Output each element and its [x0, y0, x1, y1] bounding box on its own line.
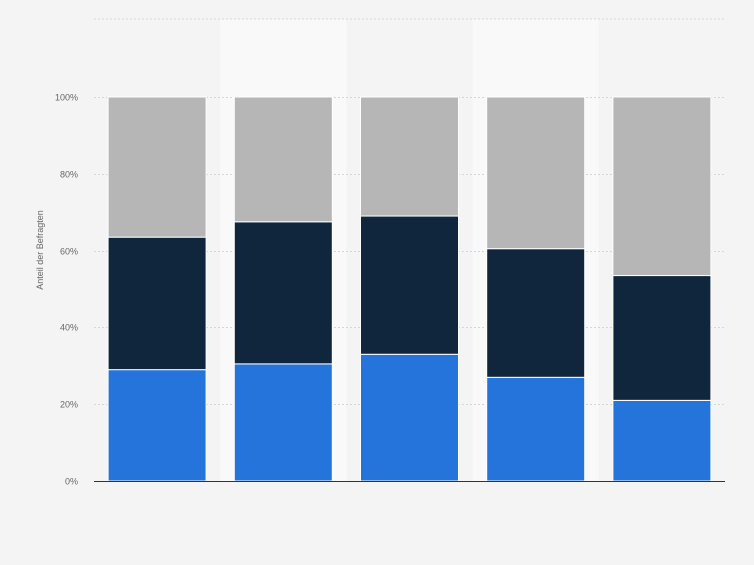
y-tick-label: 0% — [65, 477, 78, 487]
bar-segment — [486, 96, 586, 250]
y-tick-label: 40% — [60, 323, 78, 333]
bar-segment — [360, 353, 459, 482]
y-tick-label: 100% — [55, 93, 78, 103]
bar-segment — [360, 215, 459, 355]
bar-segment — [360, 96, 459, 217]
bar-segment — [486, 376, 586, 482]
bar-segment — [612, 275, 712, 401]
bar-segment — [486, 248, 586, 378]
y-tick-label: 60% — [60, 247, 78, 257]
y-tick-label: 80% — [60, 170, 78, 180]
bar-segment — [233, 363, 333, 482]
bar-segment — [233, 96, 333, 223]
bar-segment — [612, 96, 712, 277]
bar-segment — [612, 399, 712, 482]
bar-segment — [107, 369, 207, 482]
bar-segment — [233, 221, 333, 365]
bar-segment — [107, 96, 207, 238]
y-axis-title: Anteil der Befragten — [35, 210, 45, 290]
bars — [107, 96, 712, 482]
y-tick-label: 20% — [60, 400, 78, 410]
bar-segment — [107, 236, 207, 371]
